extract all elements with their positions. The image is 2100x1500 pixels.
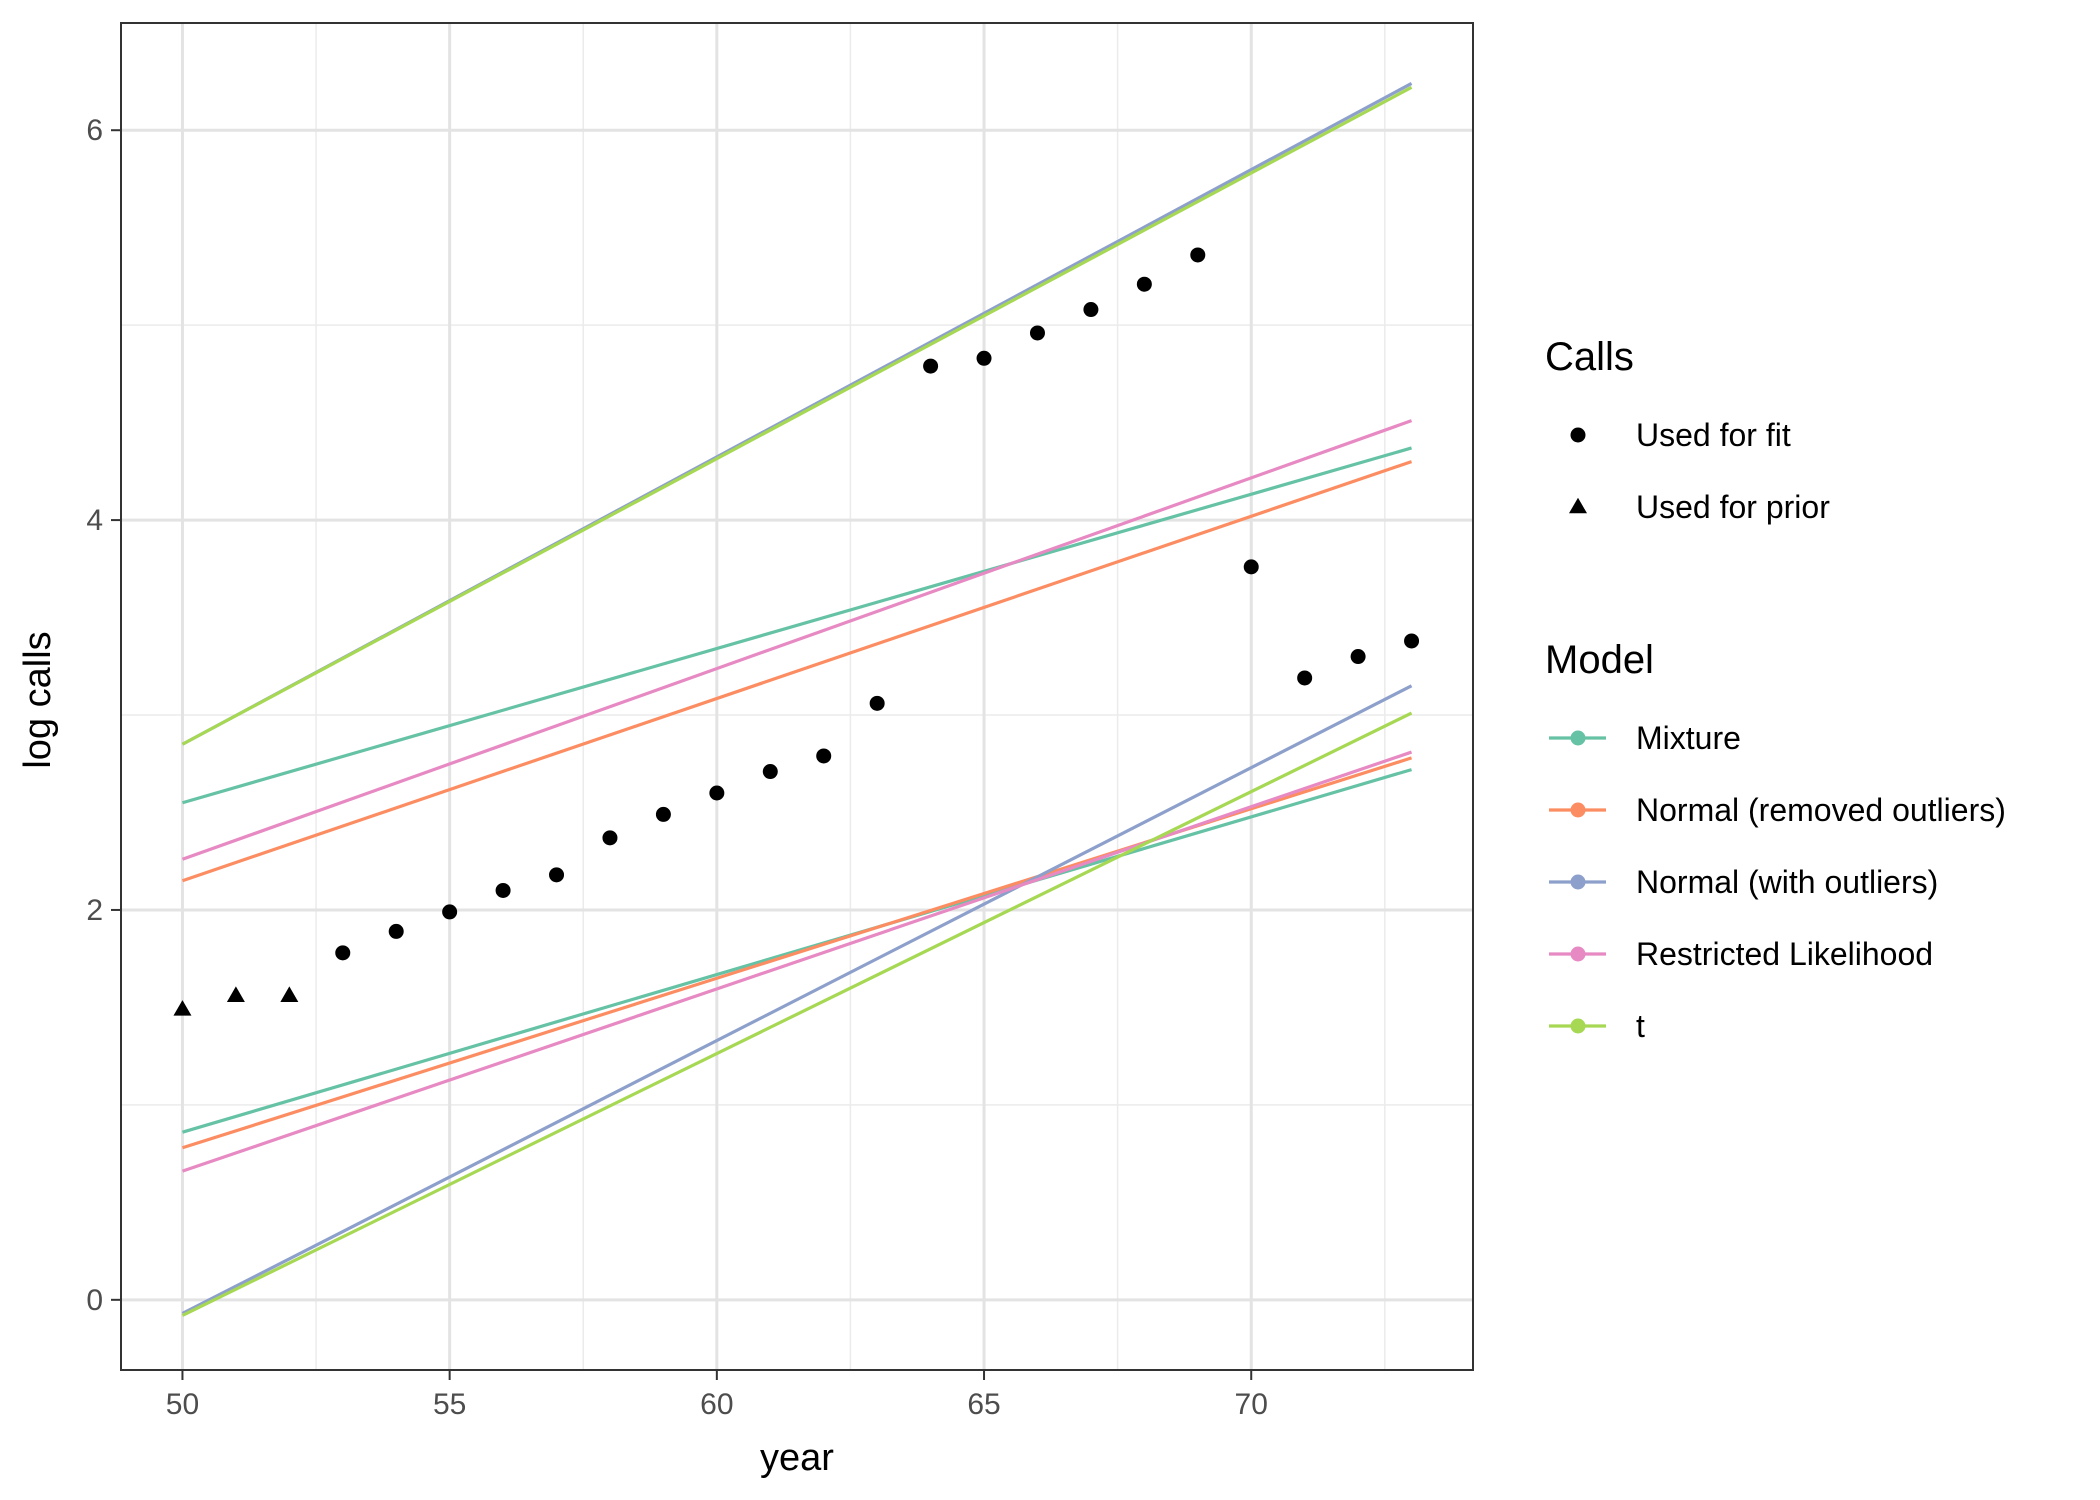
panel-border — [120, 22, 1474, 1371]
legend-item-restricted-likelihood: Restricted Likelihood — [1549, 936, 1933, 972]
data-point-fit — [869, 695, 885, 711]
axis-ticks — [111, 129, 1253, 1380]
legend-label: Used for fit — [1636, 417, 1791, 453]
legend-item-used-for-fit: Used for fit — [1570, 417, 1791, 453]
minor-gridlines — [121, 23, 1473, 1370]
data-point-fit — [602, 830, 618, 846]
x-axis-tick-labels: 50 55 60 65 70 — [166, 1388, 1268, 1421]
model-line-mixture-upper — [182, 446, 1412, 805]
x-tick-label: 55 — [433, 1388, 466, 1421]
legend-label: Normal (with outliers) — [1636, 864, 1938, 900]
data-point-fit — [549, 867, 565, 883]
legend-item-used-for-prior: Used for prior — [1569, 489, 1830, 525]
data-point-fit — [388, 923, 404, 939]
y-tick-label: 4 — [86, 504, 103, 537]
legend-item-normal-with-outliers: Normal (with outliers) — [1549, 864, 1938, 900]
y-axis-title: log calls — [17, 631, 59, 768]
y-axis-tick-labels: 0 2 4 6 — [86, 114, 103, 1317]
data-point-prior — [280, 986, 299, 1003]
data-point-fit — [655, 806, 671, 822]
data-point-fit — [1029, 325, 1045, 341]
data-point-fit — [1136, 276, 1152, 292]
legend-key-dot — [1570, 730, 1586, 746]
data-point-fit — [709, 785, 725, 801]
data-points — [173, 247, 1420, 1016]
data-point-fit — [442, 904, 458, 920]
model-line-t-lower — [181, 711, 1413, 1317]
legend-label: Restricted Likelihood — [1636, 936, 1933, 972]
legend-key-dot — [1570, 1018, 1586, 1034]
panel-border-rect — [120, 22, 1474, 1371]
model-line-mixture-lower — [182, 768, 1412, 1134]
legend-key-circle — [1570, 427, 1586, 443]
legend-key-dot — [1570, 874, 1586, 890]
legend-key-dot — [1570, 946, 1586, 962]
x-tick-label: 70 — [1235, 1388, 1268, 1421]
y-tick-label: 0 — [86, 1284, 103, 1317]
major-gridlines — [121, 23, 1473, 1370]
legend-item-t: t — [1549, 1008, 1645, 1044]
legend-model: Model Mixture Normal (removed outliers) No… — [1545, 638, 2006, 1044]
data-point-fit — [1190, 247, 1206, 263]
data-point-fit — [976, 350, 992, 366]
data-point-prior — [173, 1000, 192, 1016]
data-point-fit — [1297, 670, 1313, 686]
data-point-fit — [816, 748, 832, 764]
data-point-fit — [1243, 559, 1259, 575]
legend-model-title: Model — [1545, 638, 1654, 682]
model-line-t-upper — [181, 85, 1413, 746]
legend-calls: Calls Used for fit Used for prior — [1545, 335, 1830, 525]
legend-calls-title: Calls — [1545, 335, 1634, 379]
legend-key-dot — [1570, 802, 1586, 818]
legend-label: Used for prior — [1636, 489, 1830, 525]
legend-key-triangle — [1569, 497, 1587, 514]
legend-item-mixture: Mixture — [1549, 720, 1741, 756]
plot-panel — [121, 23, 1473, 1370]
x-tick-label: 60 — [700, 1388, 733, 1421]
panel-background — [121, 23, 1473, 1370]
x-axis-title: year — [760, 1437, 834, 1479]
x-tick-label: 65 — [967, 1388, 1000, 1421]
data-point-fit — [1404, 633, 1420, 649]
data-point-fit — [1083, 302, 1099, 318]
data-point-fit — [335, 945, 351, 961]
model-line-restricted-likelihood-lower — [181, 750, 1413, 1173]
data-point-fit — [762, 764, 778, 780]
legend-item-normal-removed-outliers: Normal (removed outliers) — [1549, 792, 2006, 828]
model-line-normal-removed-outliers-upper — [181, 460, 1413, 883]
legend-label: Mixture — [1636, 720, 1741, 756]
x-tick-label: 50 — [166, 1388, 199, 1421]
y-tick-label: 2 — [86, 894, 103, 927]
y-tick-label: 6 — [86, 114, 103, 147]
data-point-fit — [495, 882, 511, 898]
model-line-normal-with-outliers-lower — [181, 684, 1413, 1315]
model-lines — [181, 82, 1413, 1317]
model-line-restricted-likelihood-upper — [181, 419, 1413, 861]
data-point-prior — [226, 986, 245, 1003]
legend-label: Normal (removed outliers) — [1636, 792, 2006, 828]
data-point-fit — [1350, 649, 1366, 665]
legend-label: t — [1636, 1008, 1645, 1044]
data-point-fit — [923, 358, 939, 374]
